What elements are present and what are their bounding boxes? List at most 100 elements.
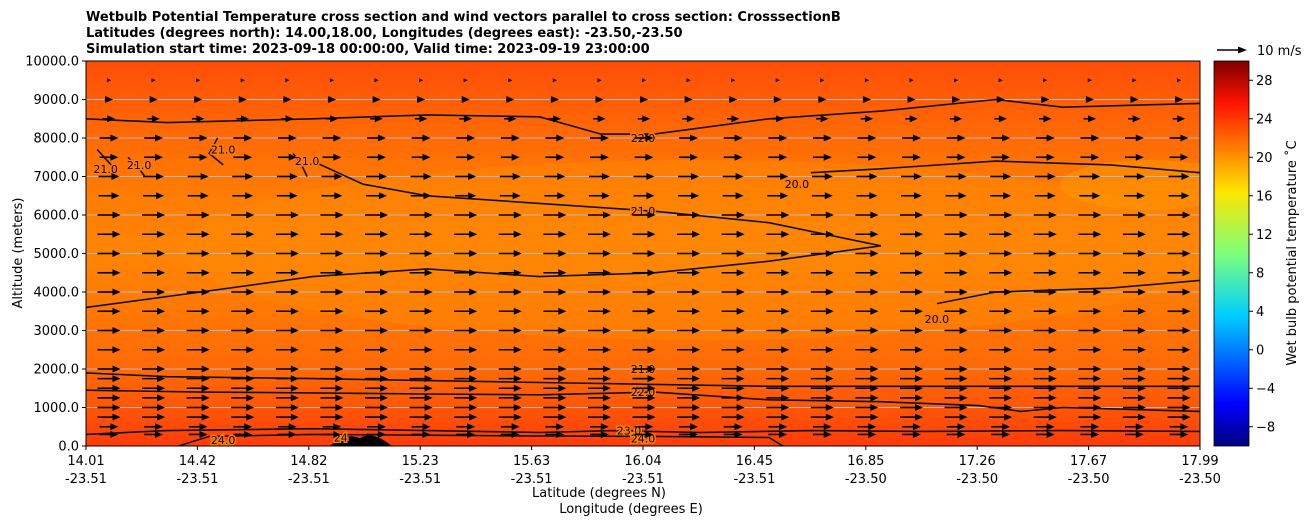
- wind-vector-21-1: [149, 96, 158, 103]
- wind-vector-19-21: [1035, 134, 1055, 142]
- wind-vector-6-23: [1122, 375, 1146, 383]
- wind-vector-11-3: [231, 288, 255, 296]
- wind-vector-12-7: [409, 269, 433, 277]
- wind-vector-13-5: [320, 250, 344, 257]
- wind-vector-12-10: [543, 269, 567, 277]
- wind-vector-7-8: [454, 365, 478, 373]
- wind-vector-16-3: [232, 192, 254, 200]
- wind-vector-17-21: [1034, 173, 1056, 180]
- wind-vector-13-12: [632, 250, 656, 257]
- wind-vector-16-18: [901, 192, 922, 200]
- wind-vector-20-4: [281, 115, 294, 123]
- wind-vector-11-22: [1078, 288, 1102, 296]
- wind-vector-1-1: [144, 423, 163, 431]
- wind-vector-16-20: [990, 192, 1012, 200]
- wind-vector-6-15: [766, 375, 790, 383]
- wind-vector-4-20: [989, 394, 1013, 402]
- wind-vector-14-18: [900, 230, 923, 238]
- y-tick-label-6: 6000.0: [34, 209, 80, 224]
- wind-vector-13-15: [766, 250, 790, 257]
- wind-vector-0-22: [1080, 430, 1100, 438]
- wind-vector-22-18: [909, 78, 914, 83]
- wind-vector-4-0: [97, 394, 121, 402]
- wind-vector-0-1: [144, 430, 163, 438]
- wind-vector-4-17: [855, 394, 879, 402]
- wind-vector-0-2: [188, 430, 208, 438]
- wind-vector-18-22: [1080, 153, 1100, 161]
- wind-vector-5-4: [275, 384, 299, 392]
- wind-vector-15-5: [320, 211, 344, 219]
- y-tick-label-2: 2000.0: [34, 363, 80, 378]
- wind-vector-11-4: [275, 288, 299, 296]
- wind-vector-22-15: [775, 78, 780, 83]
- wind-vector-1-14: [723, 423, 743, 431]
- wind-vector-9-20: [989, 327, 1013, 334]
- wind-vector-20-17: [860, 115, 874, 123]
- wind-vector-8-16: [810, 346, 834, 354]
- wind-vector-18-18: [902, 153, 921, 161]
- wind-vector-20-11: [593, 115, 606, 123]
- wind-vector-19-10: [545, 134, 565, 142]
- wind-vector-21-10: [550, 96, 559, 103]
- wind-vector-2-20: [989, 413, 1013, 421]
- wind-vector-18-14: [723, 153, 743, 161]
- wind-vector-0-17: [857, 430, 877, 438]
- wind-vector-0-3: [233, 430, 253, 438]
- wind-vector-11-17: [855, 288, 879, 296]
- wind-vector-13-11: [587, 250, 611, 257]
- wind-vector-11-24: [1167, 288, 1191, 296]
- warm-core-shading: [180, 160, 1200, 340]
- wind-vector-4-9: [498, 394, 522, 402]
- wind-vector-10-24: [1167, 307, 1191, 315]
- wind-vector-5-22: [1078, 384, 1102, 392]
- wind-vector-15-22: [1078, 211, 1102, 219]
- wind-vector-4-21: [1033, 394, 1057, 402]
- wind-vector-10-19: [944, 307, 968, 315]
- wind-vector-10-17: [855, 307, 879, 315]
- wind-vector-4-3: [231, 394, 255, 402]
- wind-vector-21-12: [639, 96, 649, 103]
- wind-vector-14-23: [1122, 230, 1146, 238]
- wind-vector-17-13: [678, 173, 700, 180]
- wind-vector-20-23: [1128, 115, 1141, 123]
- wind-vector-19-1: [144, 134, 163, 142]
- wind-vector-13-13: [677, 250, 701, 257]
- wind-vector-5-5: [320, 384, 344, 392]
- wind-vector-0-9: [500, 430, 520, 438]
- wind-vector-1-13: [679, 423, 698, 431]
- wind-vector-2-16: [810, 413, 834, 421]
- wind-vector-3-20: [989, 404, 1013, 411]
- wind-vector-8-11: [587, 346, 611, 354]
- wind-vector-17-14: [722, 173, 744, 180]
- wind-vector-8-22: [1078, 346, 1102, 354]
- wind-vector-8-1: [142, 346, 166, 354]
- wind-vector-10-9: [498, 307, 522, 315]
- wind-vector-19-13: [679, 134, 698, 142]
- wind-vector-17-10: [544, 173, 566, 180]
- wind-vector-9-22: [1078, 327, 1102, 334]
- wind-vector-12-24: [1167, 269, 1191, 277]
- x-tick-lat-8: 17.26: [959, 454, 996, 469]
- wind-vector-19-7: [411, 134, 431, 142]
- wind-vector-5-11: [587, 384, 611, 392]
- wind-vector-22-17: [864, 78, 869, 83]
- y-tick-label-10: 10000.0: [25, 55, 79, 70]
- y-tick-label-4: 4000.0: [34, 286, 80, 301]
- wind-vector-12-22: [1078, 269, 1102, 277]
- wind-vector-12-17: [855, 269, 879, 277]
- wind-vector-10-23: [1122, 307, 1146, 315]
- wind-vector-21-19: [951, 96, 961, 103]
- wind-vector-15-18: [900, 211, 923, 219]
- wind-vector-0-21: [1035, 430, 1055, 438]
- wind-vector-13-18: [900, 250, 923, 257]
- x-tick-lon-1: -23.51: [176, 472, 218, 487]
- wind-vector-16-19: [945, 192, 967, 200]
- wind-vector-11-14: [721, 288, 745, 296]
- wind-vector-0-10: [545, 430, 565, 438]
- wind-vector-2-5: [320, 413, 344, 421]
- wind-vector-13-6: [365, 250, 388, 257]
- x-axis-label-longitude: Longitude (degrees E): [559, 502, 703, 517]
- title-line-2: Latitudes (degrees north): 14.00,18.00, …: [86, 26, 683, 41]
- wind-vector-9-13: [677, 327, 701, 334]
- wind-vector-22-20: [998, 78, 1003, 83]
